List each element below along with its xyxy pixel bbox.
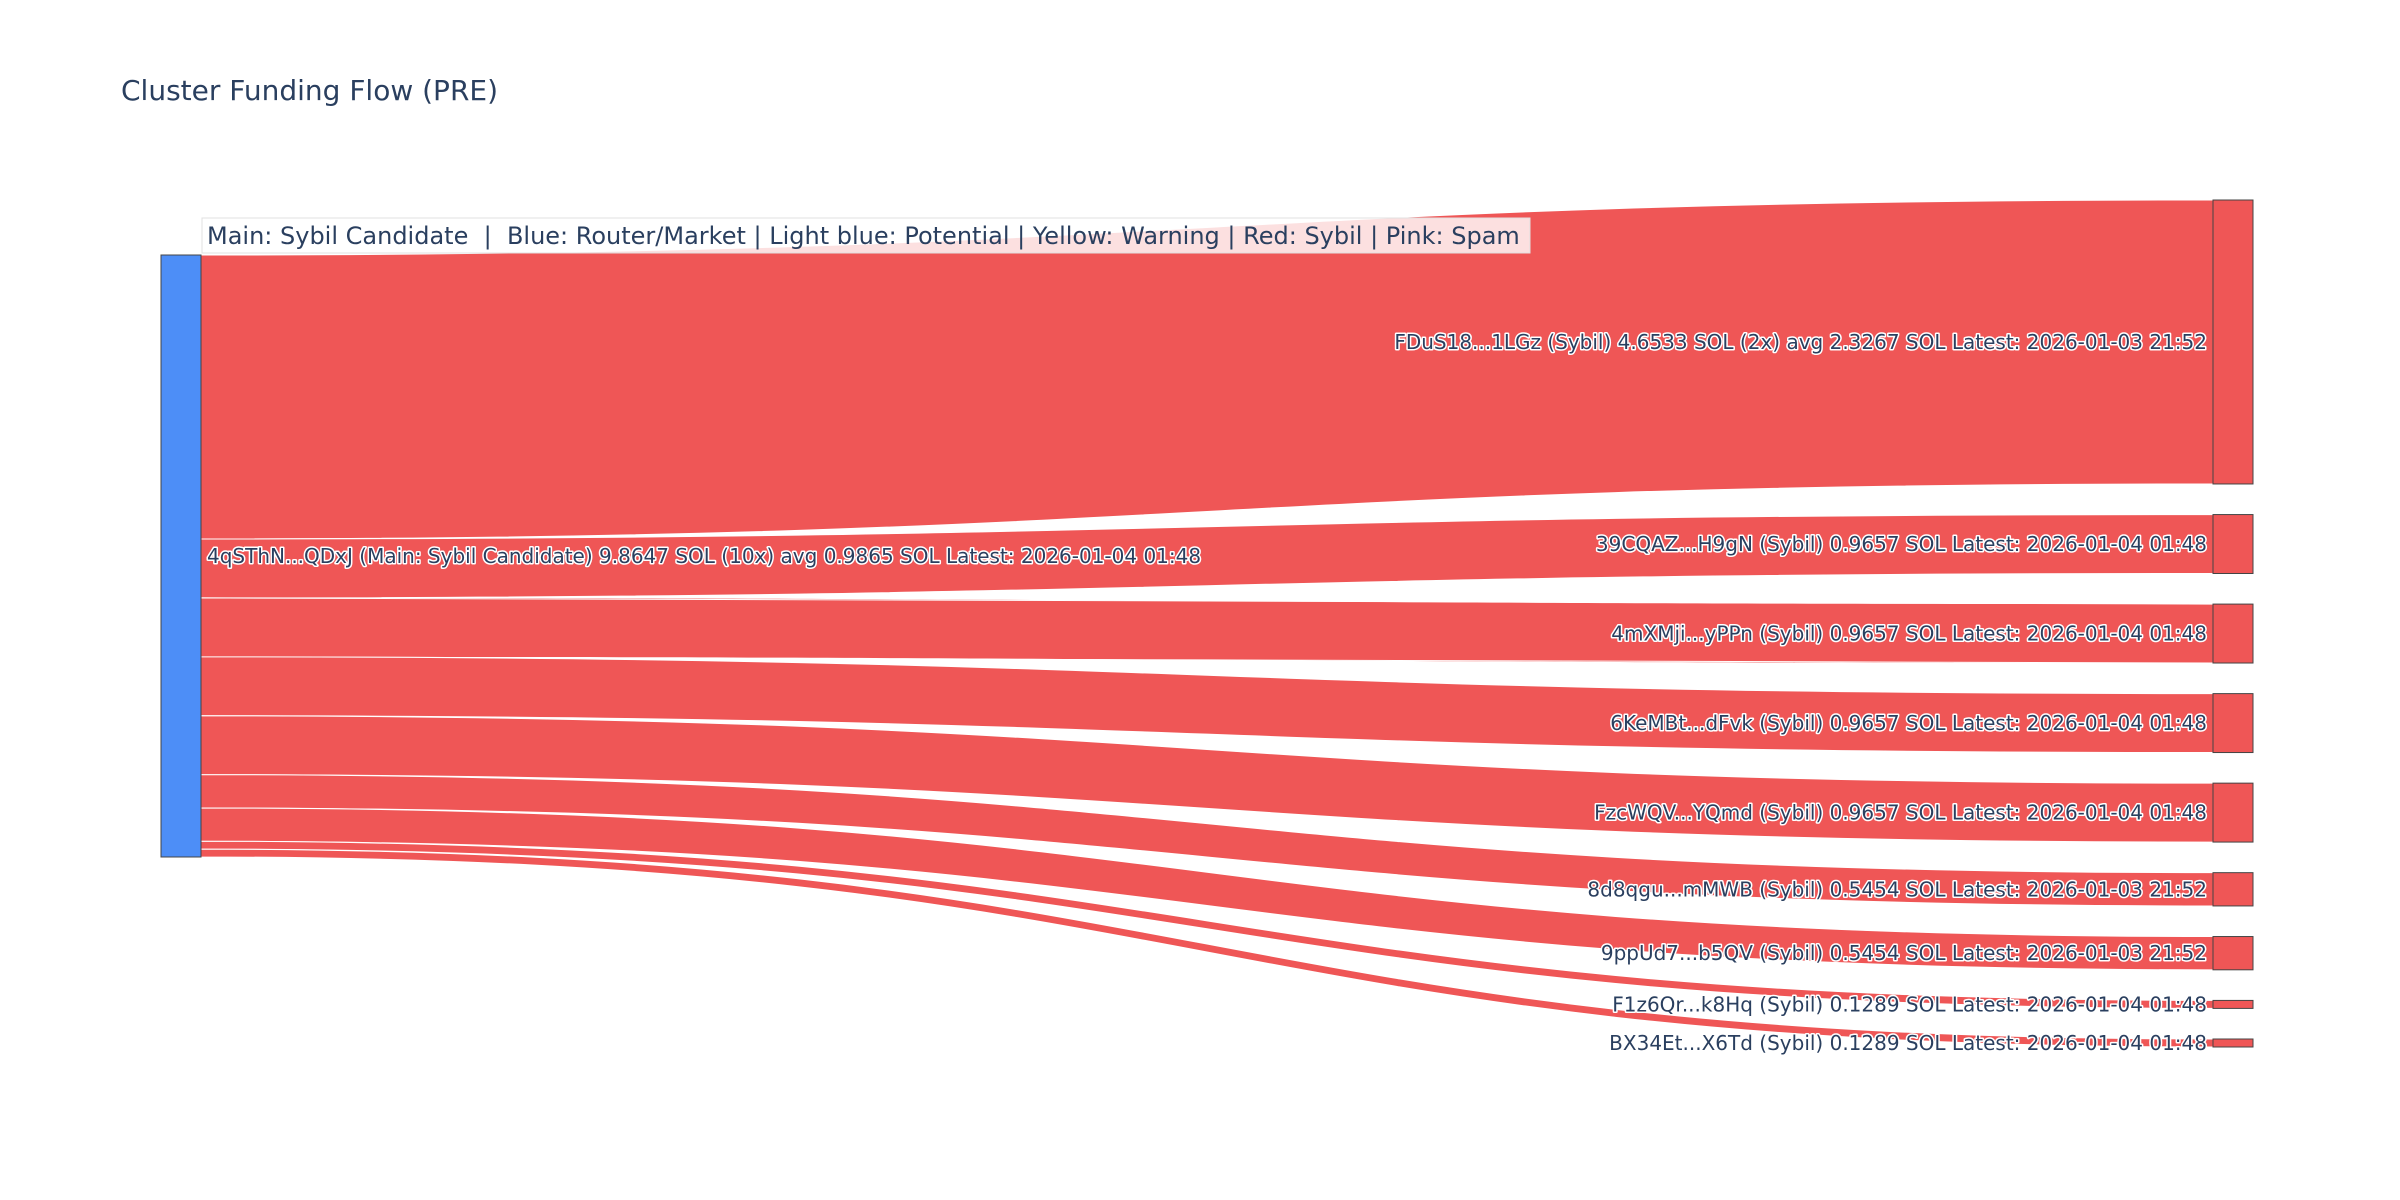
node-group [160,199,2254,1048]
target-node-label: 39CQAZ...H9gN (Sybil) 0.9657 SOL Latest:… [1596,532,2207,556]
target-node [2212,999,2254,1009]
target-node-label: F1z6Qr...k8Hq (Sybil) 0.1289 SOL Latest:… [1612,992,2207,1016]
target-node [2212,1038,2254,1048]
target-node-label: 9ppUd7...b5QV (Sybil) 0.5454 SOL Latest:… [1601,941,2207,965]
target-node [2212,514,2254,574]
target-node-label: FzcWQV...YQmd (Sybil) 0.9657 SOL Latest:… [1594,801,2207,825]
target-node [2212,693,2254,754]
target-node [2212,603,2254,664]
source-node-label: 4qSThN...QDxJ (Main: Sybil Candidate) 9.… [207,544,1201,568]
target-node-label: 6KeMBt...dFvk (Sybil) 0.9657 SOL Latest:… [1610,711,2207,735]
target-node-label: 8d8qgu...mMWB (Sybil) 0.5454 SOL Latest:… [1587,877,2207,901]
target-node [2212,872,2254,907]
link-group [200,199,2214,1048]
target-node-label: 4mXMji...yPPn (Sybil) 0.9657 SOL Latest:… [1611,622,2207,646]
target-node [2212,782,2254,843]
legend-text: Main: Sybil Candidate | Blue: Router/Mar… [207,222,1520,250]
target-node-label: BX34Et...X6Td (Sybil) 0.1289 SOL Latest:… [1609,1031,2207,1055]
label-group: 4qSThN...QDxJ (Main: Sybil Candidate) 9.… [206,328,2209,1056]
chart-title: Cluster Funding Flow (PRE) [121,74,498,107]
target-node [2212,936,2254,971]
target-node-label: FDuS18...1LGz (Sybil) 4.6533 SOL (2x) av… [1394,330,2207,354]
legend-box [201,217,1531,254]
legend-annotation: Main: Sybil Candidate | Blue: Router/Mar… [201,217,1531,254]
source-node [160,254,202,858]
target-node [2212,199,2254,485]
